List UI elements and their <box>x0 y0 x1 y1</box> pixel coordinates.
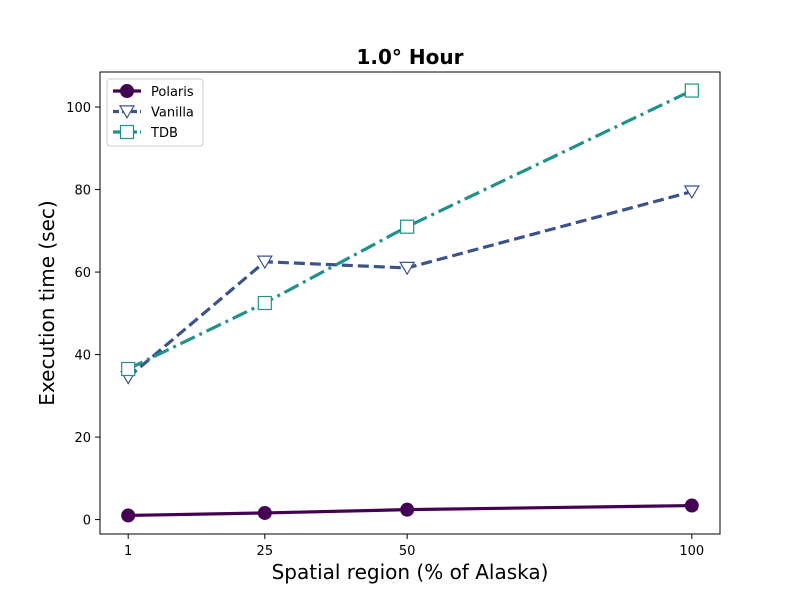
x-axis: 1 25 50 100 <box>124 534 704 559</box>
legend-label: Vanilla <box>151 106 194 121</box>
legend-item-tdb: TDB <box>113 124 178 141</box>
y-tick-label: 60 <box>74 266 91 281</box>
plot-area <box>120 83 700 523</box>
data-point-vanilla <box>683 185 700 200</box>
series-line-tdb <box>127 89 693 371</box>
data-point-tdb <box>121 361 136 377</box>
data-point-tdb <box>257 295 272 311</box>
plot-frame <box>99 71 721 535</box>
data-point-vanilla <box>256 255 273 270</box>
x-axis-label: Spatial region (% of Alaska) <box>272 560 549 584</box>
x-tick-label: 100 <box>679 544 704 559</box>
legend: Polaris Vanilla TDB <box>106 78 204 147</box>
legend-marker <box>120 84 134 98</box>
y-tick-label: 100 <box>66 101 91 116</box>
chart-title: 1.0° Hour <box>357 45 464 69</box>
data-point-polaris <box>400 502 415 517</box>
series-polaris <box>121 498 699 523</box>
y-tick-label: 40 <box>74 349 91 364</box>
x-tick-label: 25 <box>257 544 274 559</box>
data-point-vanilla <box>399 261 416 276</box>
x-tick-label: 1 <box>124 544 132 559</box>
y-axis: 0 20 40 60 80 100 <box>66 101 100 529</box>
legend-item-polaris: Polaris <box>113 84 194 100</box>
y-tick-label: 20 <box>74 431 91 446</box>
y-tick-label: 0 <box>83 514 91 529</box>
legend-label: Polaris <box>151 85 194 100</box>
legend-label: TDB <box>150 126 178 141</box>
legend-item-vanilla: Vanilla <box>113 105 194 121</box>
legend-marker <box>119 124 135 140</box>
data-point-tdb <box>684 83 699 98</box>
y-axis-label: Execution time (sec) <box>35 200 59 405</box>
y-tick-label: 80 <box>74 184 91 199</box>
series-line-polaris <box>128 503 692 518</box>
data-point-polaris <box>684 498 699 513</box>
data-point-tdb <box>400 219 415 234</box>
series-tdb <box>121 83 699 377</box>
x-tick-label: 50 <box>399 544 416 559</box>
series-vanilla <box>120 185 700 385</box>
legend-marker <box>118 105 136 119</box>
data-point-polaris <box>257 505 272 520</box>
data-point-polaris <box>121 508 136 523</box>
series-line-vanilla <box>127 190 693 379</box>
